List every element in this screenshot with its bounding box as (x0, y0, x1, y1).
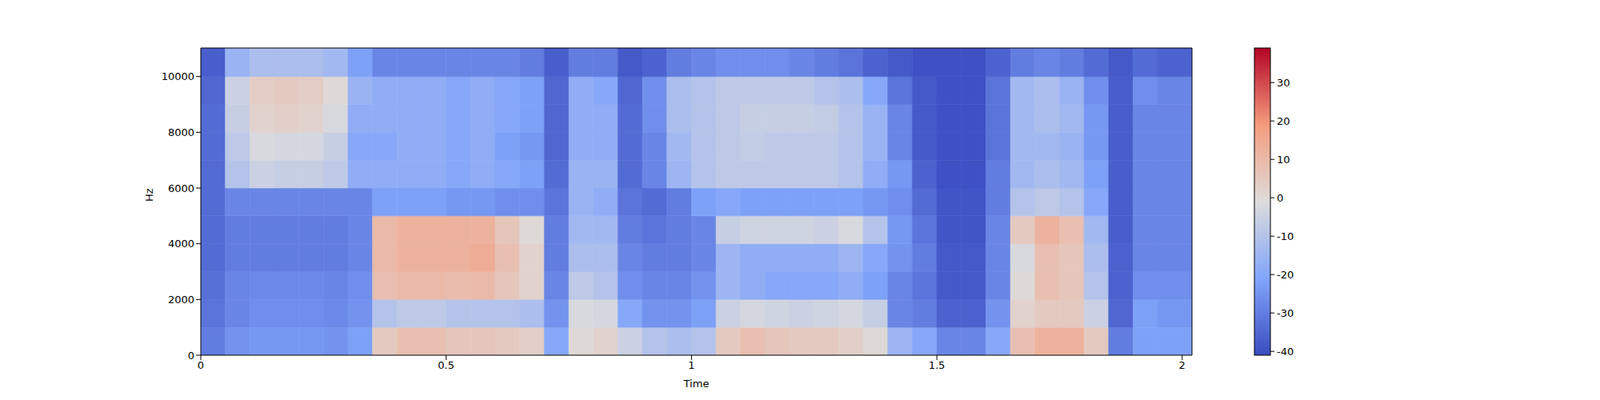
svg-text:2: 2 (1179, 359, 1186, 372)
svg-text:-30: -30 (1276, 307, 1294, 320)
svg-text:Time: Time (683, 377, 710, 390)
svg-text:0: 0 (1276, 192, 1284, 204)
svg-text:8000: 8000 (168, 126, 195, 139)
svg-text:10000: 10000 (161, 70, 195, 83)
svg-text:-40: -40 (1276, 345, 1294, 358)
svg-text:1: 1 (688, 359, 695, 372)
svg-text:0: 0 (197, 359, 204, 372)
svg-text:-10: -10 (1276, 230, 1294, 243)
svg-text:10: 10 (1276, 153, 1291, 166)
svg-text:0.5: 0.5 (437, 359, 455, 372)
svg-text:-20: -20 (1276, 268, 1294, 281)
svg-text:0: 0 (188, 349, 195, 362)
svg-text:4000: 4000 (168, 237, 195, 250)
svg-text:Hz: Hz (143, 188, 156, 202)
svg-text:20: 20 (1276, 115, 1291, 128)
svg-text:6000: 6000 (168, 182, 195, 195)
svg-text:2000: 2000 (168, 293, 195, 306)
svg-text:30: 30 (1276, 76, 1291, 89)
svg-text:1.5: 1.5 (928, 359, 946, 372)
